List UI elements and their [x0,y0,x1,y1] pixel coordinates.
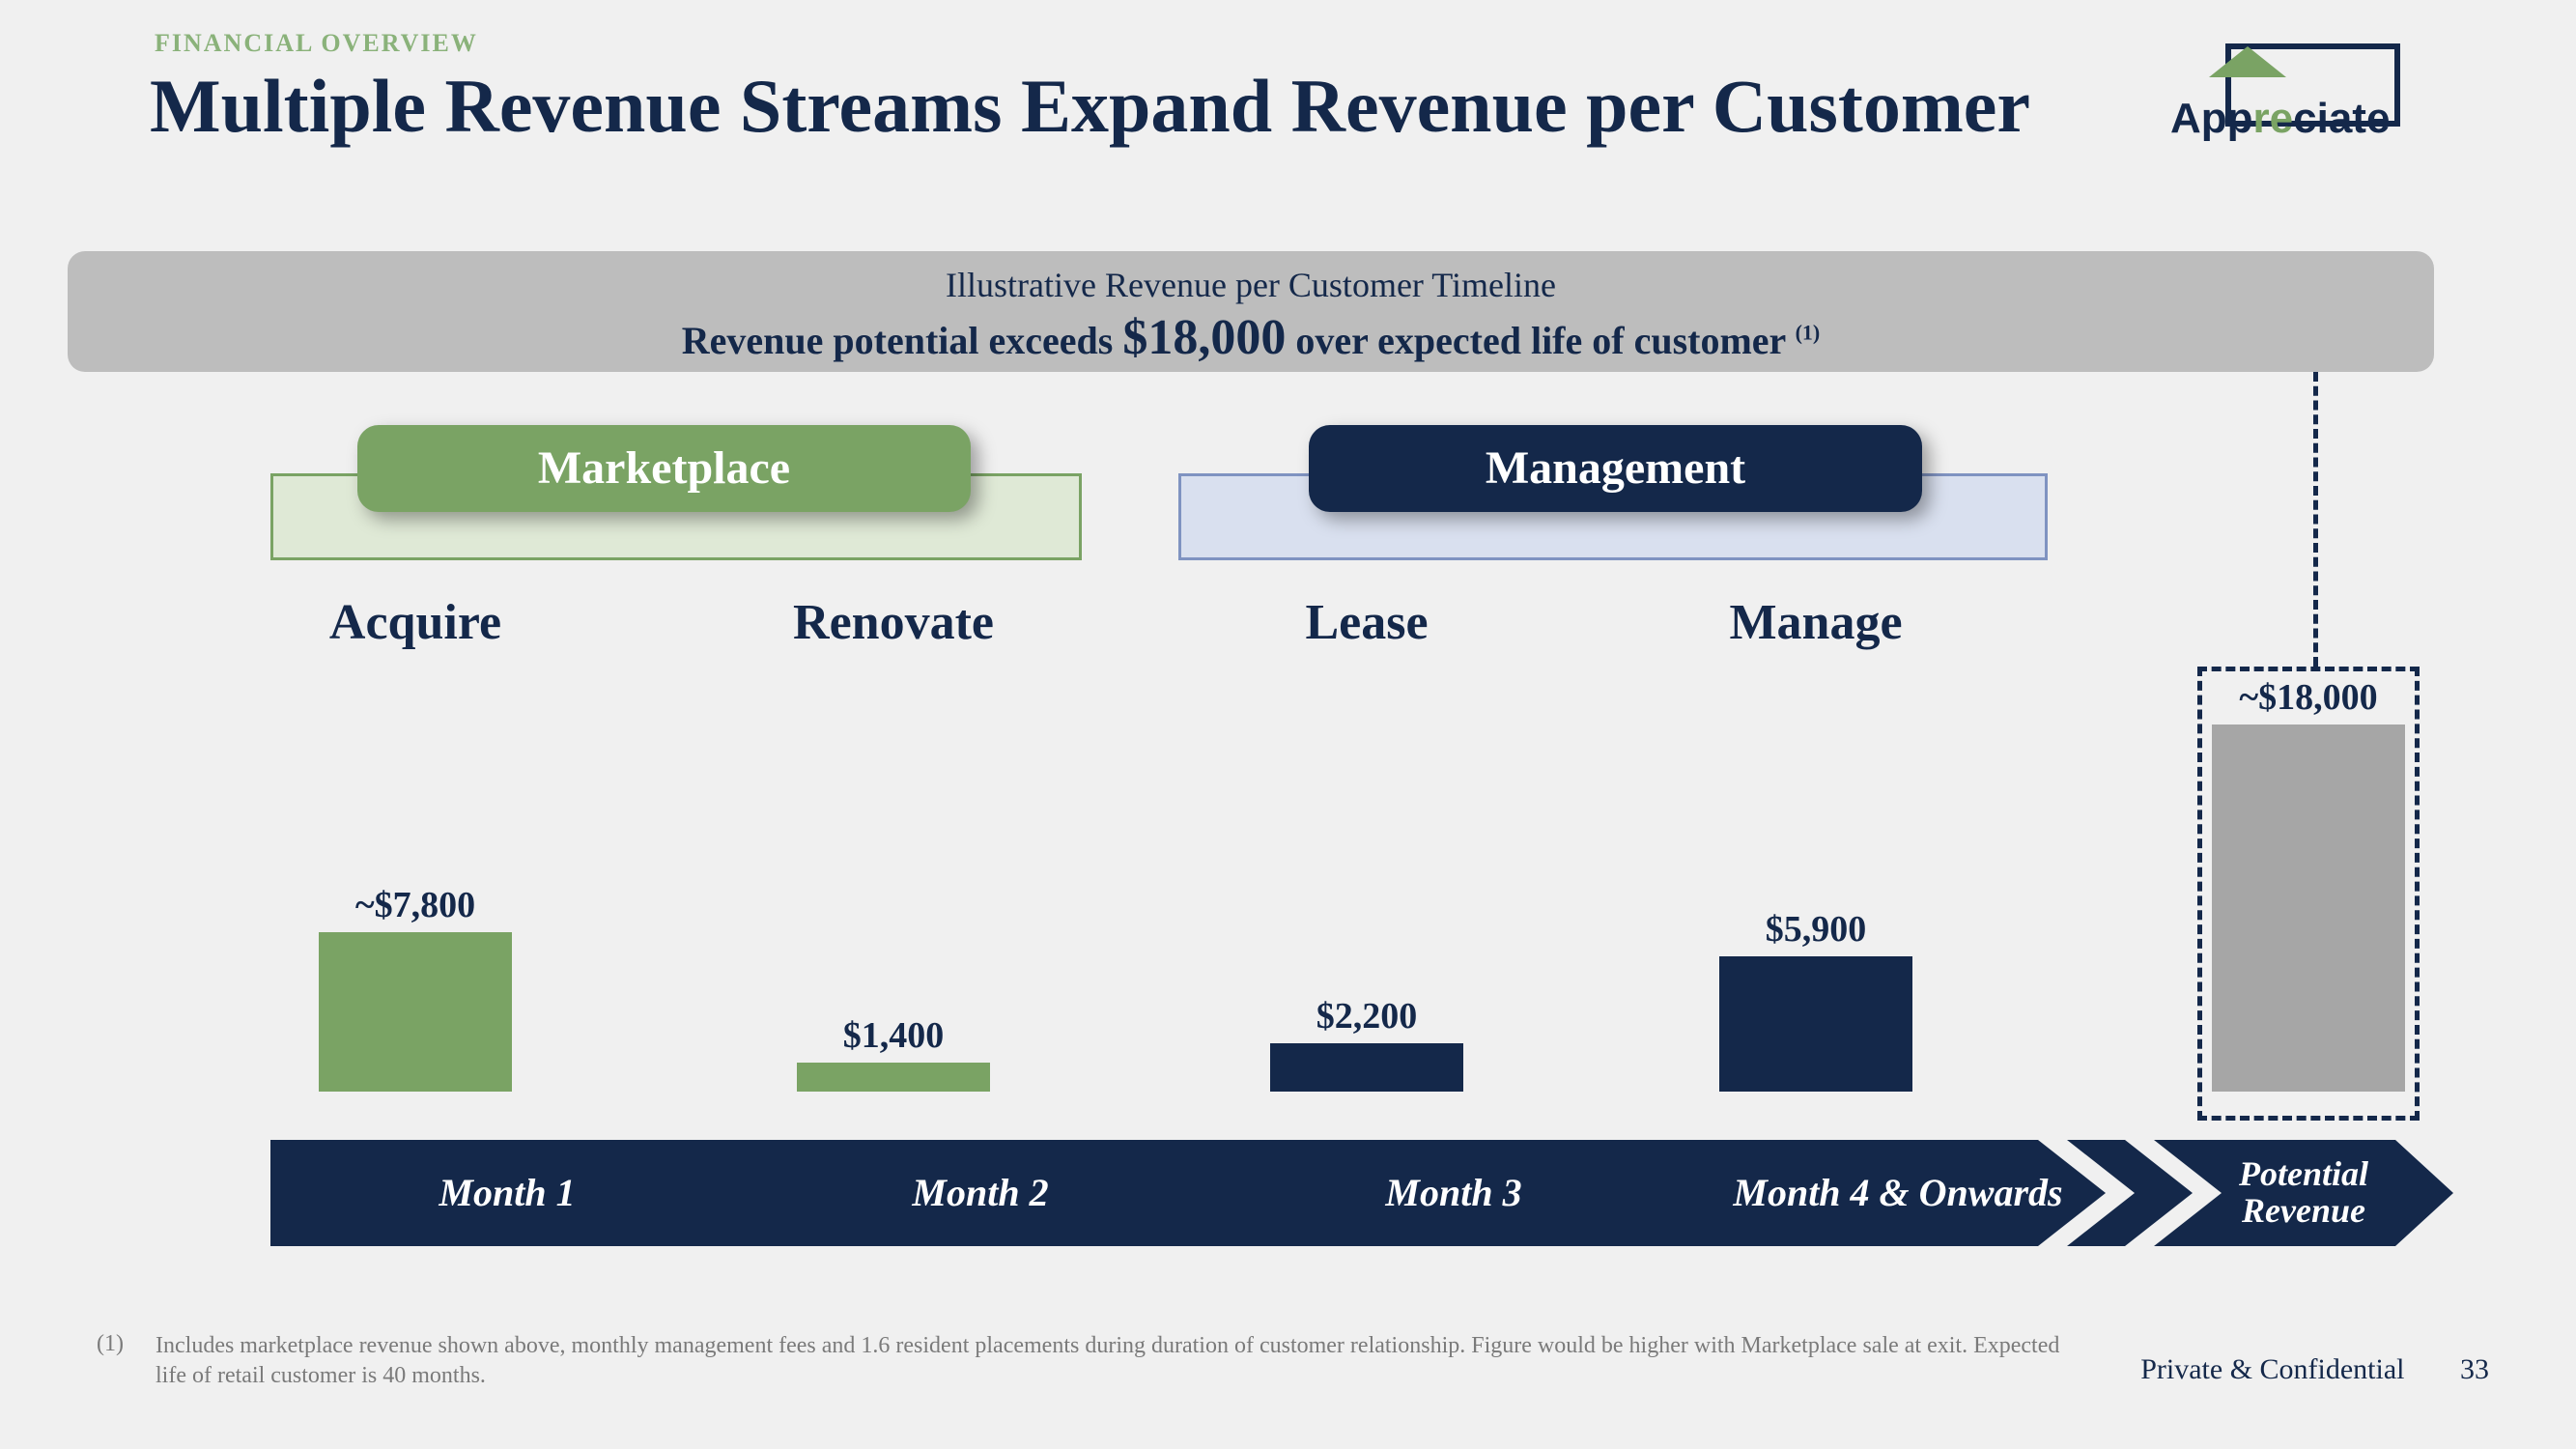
management-label: Management [1486,442,1745,494]
revenue-banner: Illustrative Revenue per Customer Timeli… [68,251,2434,372]
timeline-month-1: Month 1 [270,1140,744,1246]
marketplace-label: Marketplace [538,442,790,494]
stage-label-renovate: Renovate [657,594,1130,651]
footnote-number: (1) [97,1331,150,1357]
bar-value-lease: $2,200 [1270,995,1463,1037]
banner-pre: Revenue potential exceeds [682,319,1123,362]
banner-line-1: Illustrative Revenue per Customer Timeli… [68,265,2434,305]
brand-logo: Appreciate [2170,39,2460,145]
bar-value-acquire: ~$7,800 [319,884,512,926]
bar-renovate [797,1063,990,1092]
footnote-text: Includes marketplace revenue shown above… [156,1331,2087,1391]
banner-post: over expected life of customer [1286,319,1795,362]
banner-amount: $18,000 [1122,310,1286,365]
management-pill: Management [1309,425,1922,512]
logo-text-mid: re [2253,95,2294,142]
bar-manage [1719,956,1912,1092]
logo-text-post: ciate [2293,95,2390,142]
bar-acquire [319,932,512,1092]
banner-line-2: Revenue potential exceeds $18,000 over e… [68,309,2434,366]
potential-connector-line [2313,372,2318,667]
bar-value-renovate: $1,400 [797,1014,990,1057]
timeline-month-2: Month 2 [744,1140,1217,1246]
stage-label-acquire: Acquire [179,594,652,651]
tl-label-1: Month 1 [439,1173,575,1213]
bar-lease [1270,1043,1463,1092]
timeline-arrow: Month 1 Month 2 Month 3 Month 4 & Onward… [270,1140,2453,1246]
timeline-month-4plus: Month 4 & Onwards [1690,1140,2106,1246]
potential-value: ~$18,000 [2212,676,2405,719]
potential-bar [2212,724,2405,1092]
timeline-month-3: Month 3 [1217,1140,1690,1246]
bar-value-manage: $5,900 [1719,908,1912,951]
tl-label-2: Month 2 [912,1173,1048,1213]
tl-label-5: Potential Revenue [2193,1156,2415,1230]
page-title: Multiple Revenue Streams Expand Revenue … [150,63,2030,150]
timeline-potential: Potential Revenue [2193,1140,2415,1246]
stage-label-lease: Lease [1130,594,1603,651]
confidential-label: Private & Confidential [2140,1353,2404,1385]
tl-label-3: Month 3 [1385,1173,1521,1213]
page-number: 33 [2460,1353,2489,1385]
stage-label-manage: Manage [1579,594,2052,651]
tl-label-4: Month 4 & Onwards [1733,1173,2062,1213]
footnote: (1) Includes marketplace revenue shown a… [97,1331,2125,1391]
logo-text-pre: App [2170,95,2253,142]
marketplace-pill: Marketplace [357,425,971,512]
footer: Private & Confidential 33 [2140,1353,2489,1386]
banner-sup: (1) [1796,321,1821,345]
section-eyebrow: FINANCIAL OVERVIEW [155,29,478,58]
